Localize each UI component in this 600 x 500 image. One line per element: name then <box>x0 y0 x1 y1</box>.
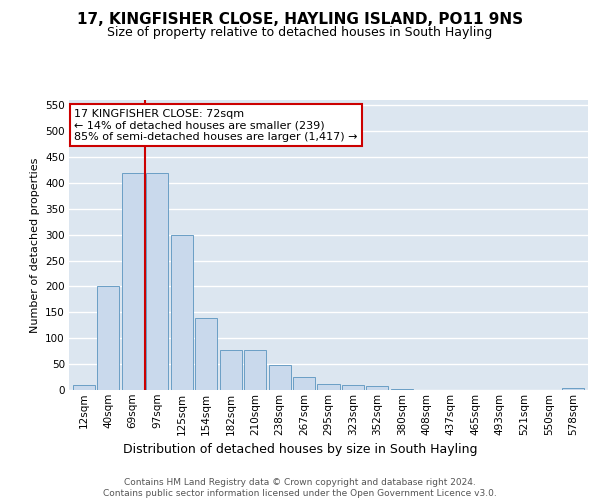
Bar <box>97 286 119 390</box>
Y-axis label: Number of detached properties: Number of detached properties <box>29 158 40 332</box>
Bar <box>170 234 193 390</box>
Bar <box>269 365 290 390</box>
Bar <box>391 389 413 390</box>
Bar <box>195 318 217 390</box>
Bar <box>146 172 168 390</box>
Text: 17 KINGFISHER CLOSE: 72sqm
← 14% of detached houses are smaller (239)
85% of sem: 17 KINGFISHER CLOSE: 72sqm ← 14% of deta… <box>74 108 358 142</box>
Bar <box>293 377 315 390</box>
Bar <box>562 388 584 390</box>
Bar <box>367 386 388 390</box>
Text: Size of property relative to detached houses in South Hayling: Size of property relative to detached ho… <box>107 26 493 39</box>
Bar <box>122 172 143 390</box>
Bar <box>220 350 242 390</box>
Bar <box>342 385 364 390</box>
Text: 17, KINGFISHER CLOSE, HAYLING ISLAND, PO11 9NS: 17, KINGFISHER CLOSE, HAYLING ISLAND, PO… <box>77 12 523 28</box>
Bar <box>317 384 340 390</box>
Bar <box>244 350 266 390</box>
Bar <box>73 385 95 390</box>
Text: Distribution of detached houses by size in South Hayling: Distribution of detached houses by size … <box>123 442 477 456</box>
Text: Contains HM Land Registry data © Crown copyright and database right 2024.
Contai: Contains HM Land Registry data © Crown c… <box>103 478 497 498</box>
